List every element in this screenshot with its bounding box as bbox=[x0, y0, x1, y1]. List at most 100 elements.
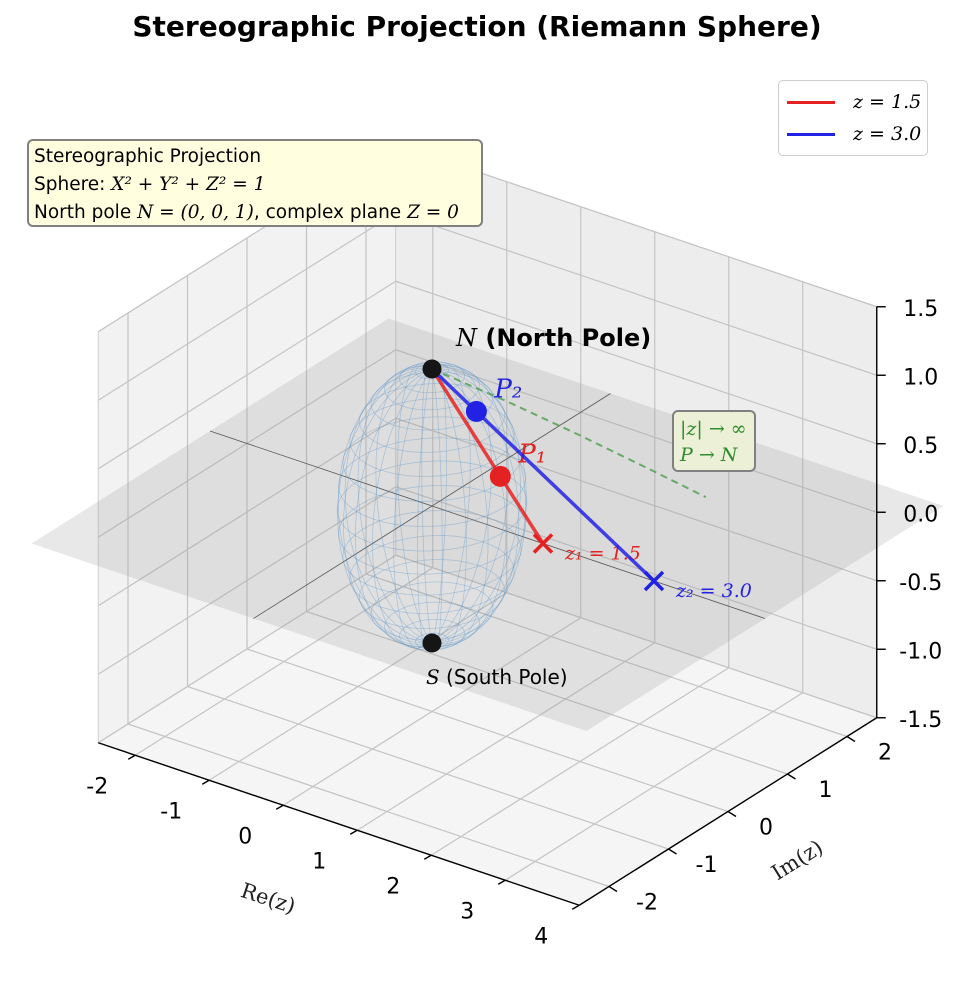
pole-label-2: S (South Pole) bbox=[426, 665, 568, 689]
sphere-parallel-6 bbox=[349, 398, 515, 477]
x-tick-label-1: -1 bbox=[160, 799, 182, 824]
legend-line-2 bbox=[787, 132, 835, 136]
grid-z-back-1 bbox=[395, 486, 877, 650]
sphere-meridian-7 bbox=[431, 362, 471, 644]
y-tick-label-4: 2 bbox=[878, 741, 892, 766]
x-axis-label: Re(z) bbox=[238, 878, 298, 918]
sphere-meridian-11 bbox=[375, 364, 433, 644]
sphere-parallel-9 bbox=[336, 460, 528, 552]
x-tick-mark-2 bbox=[275, 804, 284, 810]
x-tick-mark-0 bbox=[127, 754, 136, 760]
x-tick-label-5: 3 bbox=[460, 899, 474, 924]
sphere-meridian-3 bbox=[431, 368, 527, 644]
grid-z-left-1 bbox=[97, 486, 397, 675]
sphere-point-2 bbox=[465, 400, 487, 422]
grid-y-floor-4 bbox=[365, 573, 848, 738]
y-tick-mark-0 bbox=[608, 885, 618, 893]
sphere-parallel-3 bbox=[384, 364, 480, 411]
z-tick-label-6: 1.5 bbox=[903, 297, 938, 322]
sphere-parallel-4 bbox=[370, 371, 494, 431]
riemann-sphere bbox=[336, 361, 528, 651]
z-tick-label-1: -1.0 bbox=[899, 639, 942, 664]
pole-marker-2 bbox=[422, 633, 442, 653]
info-line-1-text: Stereographic Projection bbox=[34, 146, 262, 167]
sphere-parallel-13 bbox=[358, 559, 506, 629]
x-tick-mark-3 bbox=[349, 829, 358, 835]
plane-point-label-1: z₁ = 1.5 bbox=[564, 543, 641, 565]
sphere-meridian-14 bbox=[337, 368, 433, 644]
z-tick-label-5: 1.0 bbox=[903, 365, 938, 390]
projection-line-1 bbox=[430, 368, 545, 545]
info-line-3-after: , complex plane bbox=[253, 202, 408, 223]
info-box: Stereographic Projection Sphere: X² + Y²… bbox=[27, 139, 483, 227]
legend-entry-1: z = 1.5 bbox=[787, 89, 921, 115]
sphere-meridian-10 bbox=[397, 362, 433, 644]
y-tick-mark-4 bbox=[846, 735, 856, 743]
sphere-meridian-18 bbox=[372, 368, 433, 649]
sphere-parallel-2 bbox=[399, 361, 465, 393]
sphere-parallel-10 bbox=[338, 485, 526, 575]
sphere-parallel-11 bbox=[342, 510, 522, 596]
info-line-2-math: X² + Y² + Z² = 1 bbox=[111, 174, 266, 195]
y-tick-mark-3 bbox=[787, 773, 796, 780]
info-line-1: Stereographic Projection bbox=[34, 143, 476, 171]
plane-point-2-b bbox=[643, 570, 665, 592]
grid-z-back-4 bbox=[395, 280, 877, 445]
pole-marker-1 bbox=[422, 359, 442, 379]
info-line-2: Sphere: X² + Y² + Z² = 1 bbox=[34, 171, 476, 199]
pole-label-1: N (North Pole) bbox=[455, 324, 651, 352]
complex-plane bbox=[31, 318, 944, 731]
x-tick-label-4: 2 bbox=[386, 874, 400, 899]
sphere-parallel-1 bbox=[415, 362, 449, 380]
x-tick-mark-4 bbox=[423, 854, 432, 860]
info-line-2-text: Sphere: bbox=[34, 174, 112, 195]
plane-axis-re bbox=[209, 430, 766, 619]
info-line-3-math2: Z = 0 bbox=[407, 202, 459, 223]
info-line-3: North pole N = (0, 0, 1), complex plane … bbox=[34, 199, 476, 227]
sphere-parallel-5 bbox=[358, 383, 506, 453]
z-tick-label-2: -0.5 bbox=[899, 571, 942, 596]
limit-line-1: |z| → ∞ bbox=[680, 418, 747, 440]
grid-y-floor-1 bbox=[187, 685, 669, 850]
y-tick-label-2: 0 bbox=[759, 816, 773, 841]
grid-z-back-3 bbox=[395, 349, 877, 513]
sphere-meridian-19 bbox=[393, 368, 433, 650]
grid-y-floor-0 bbox=[127, 723, 610, 888]
x-axis-line bbox=[98, 742, 580, 906]
x-tick-mark-5 bbox=[497, 879, 506, 885]
legend-entry-2: z = 3.0 bbox=[787, 121, 921, 147]
grid-z-back-5 bbox=[395, 212, 877, 376]
z-tick-label-3: 0.0 bbox=[903, 502, 938, 527]
grid-z-left-5 bbox=[97, 212, 397, 401]
x-tick-mark-6 bbox=[571, 904, 580, 910]
sphere-meridian-12 bbox=[357, 366, 433, 644]
info-line-3-math: N = (0, 0, 1) bbox=[137, 202, 254, 223]
x-tick-label-6: 4 bbox=[534, 924, 548, 949]
sphere-meridian-17 bbox=[354, 368, 433, 647]
sphere-meridian-23 bbox=[431, 368, 489, 648]
plane-axis-im bbox=[253, 393, 611, 619]
grid-y-floor-3 bbox=[306, 610, 788, 775]
y-tick-label-1: -1 bbox=[696, 853, 718, 878]
sphere-meridian-16 bbox=[343, 368, 433, 645]
sphere-parallel-14 bbox=[370, 581, 494, 641]
y-tick-mark-2 bbox=[727, 810, 737, 818]
sphere-parallel-8 bbox=[338, 437, 526, 527]
sphere-parallel-7 bbox=[342, 416, 522, 502]
x-tick-label-2: 0 bbox=[238, 824, 252, 849]
grid-z-left-4 bbox=[97, 280, 397, 470]
plane-point-1-b bbox=[532, 533, 554, 554]
x-tick-label-0: -2 bbox=[86, 774, 108, 799]
legend-label-2: z = 3.0 bbox=[853, 123, 922, 145]
info-line-3-text: North pole bbox=[34, 202, 138, 223]
sphere-parallel-12 bbox=[349, 535, 515, 614]
y-axis-label: Im(z) bbox=[767, 835, 827, 885]
limit-curve bbox=[431, 368, 707, 498]
tick-labels: -2 -1 0 1 2 3 4 -2 -1 0 1 2 -1.5 -1.0 -0.5 0.0 0.5 1.0 1.5… bbox=[86, 297, 942, 950]
legend-label-1: z = 1.5 bbox=[853, 91, 922, 113]
z-tick-label-4: 0.5 bbox=[903, 434, 938, 459]
sphere-meridian-4 bbox=[431, 367, 521, 644]
sphere-point-1 bbox=[489, 465, 511, 487]
